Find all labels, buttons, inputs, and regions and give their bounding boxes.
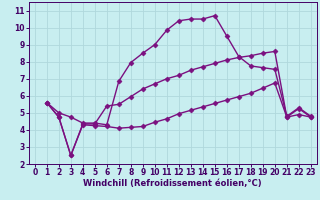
X-axis label: Windchill (Refroidissement éolien,°C): Windchill (Refroidissement éolien,°C) xyxy=(84,179,262,188)
